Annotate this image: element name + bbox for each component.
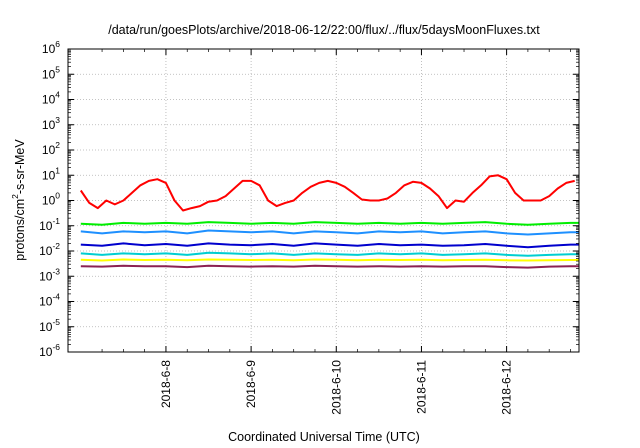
y-tick-label: 101 [42, 165, 60, 182]
y-tick-label: 10-6 [39, 342, 60, 359]
grid [68, 49, 579, 352]
y-tick-label: 102 [42, 140, 60, 157]
x-tick-labels: 2018-6-8 2018-6-9 2018-6-10 2018-6-11 2018-6… [159, 360, 514, 415]
y-tick-label: 103 [42, 115, 60, 132]
y-tick-label: 10-2 [39, 241, 60, 258]
x-tick-label: 2018-6-9 [244, 360, 258, 408]
series-line-7 [80, 264, 579, 269]
series-line-5 [80, 251, 579, 257]
x-tick-label: 2018-6-11 [414, 360, 428, 414]
y-tick-labels: 10-6 10-5 10-4 10-3 10-2 10-1 100 101 102 103 104 1… [39, 39, 60, 359]
y-tick-label: 106 [42, 39, 60, 56]
y-tick-label: 10-4 [39, 292, 60, 309]
y-axis-label: protons/cm2-s-sr-MeV [10, 139, 27, 261]
series-line-4 [80, 242, 579, 249]
y-tick-label: 10-1 [39, 216, 60, 233]
series-layer [79, 174, 579, 269]
series-line-2 [80, 221, 579, 226]
y-tick-label: 104 [42, 90, 60, 107]
series-line-3 [80, 229, 579, 236]
x-tick-label: 2018-6-12 [500, 360, 514, 415]
ticks [68, 48, 579, 353]
x-tick-label: 2018-6-10 [329, 360, 343, 415]
x-axis-label: Coordinated Universal Time (UTC) [228, 430, 420, 444]
series-line-1 [79, 174, 575, 212]
y-tick-label: 10-5 [39, 317, 60, 334]
series-line-6 [80, 258, 579, 262]
y-tick-label: 105 [42, 64, 60, 81]
chart-title: /data/run/goesPlots/archive/2018-06-12/2… [108, 23, 540, 37]
x-tick-label: 2018-6-8 [159, 360, 173, 408]
y-tick-label: 100 [42, 191, 60, 208]
y-tick-label: 10-3 [39, 266, 60, 283]
